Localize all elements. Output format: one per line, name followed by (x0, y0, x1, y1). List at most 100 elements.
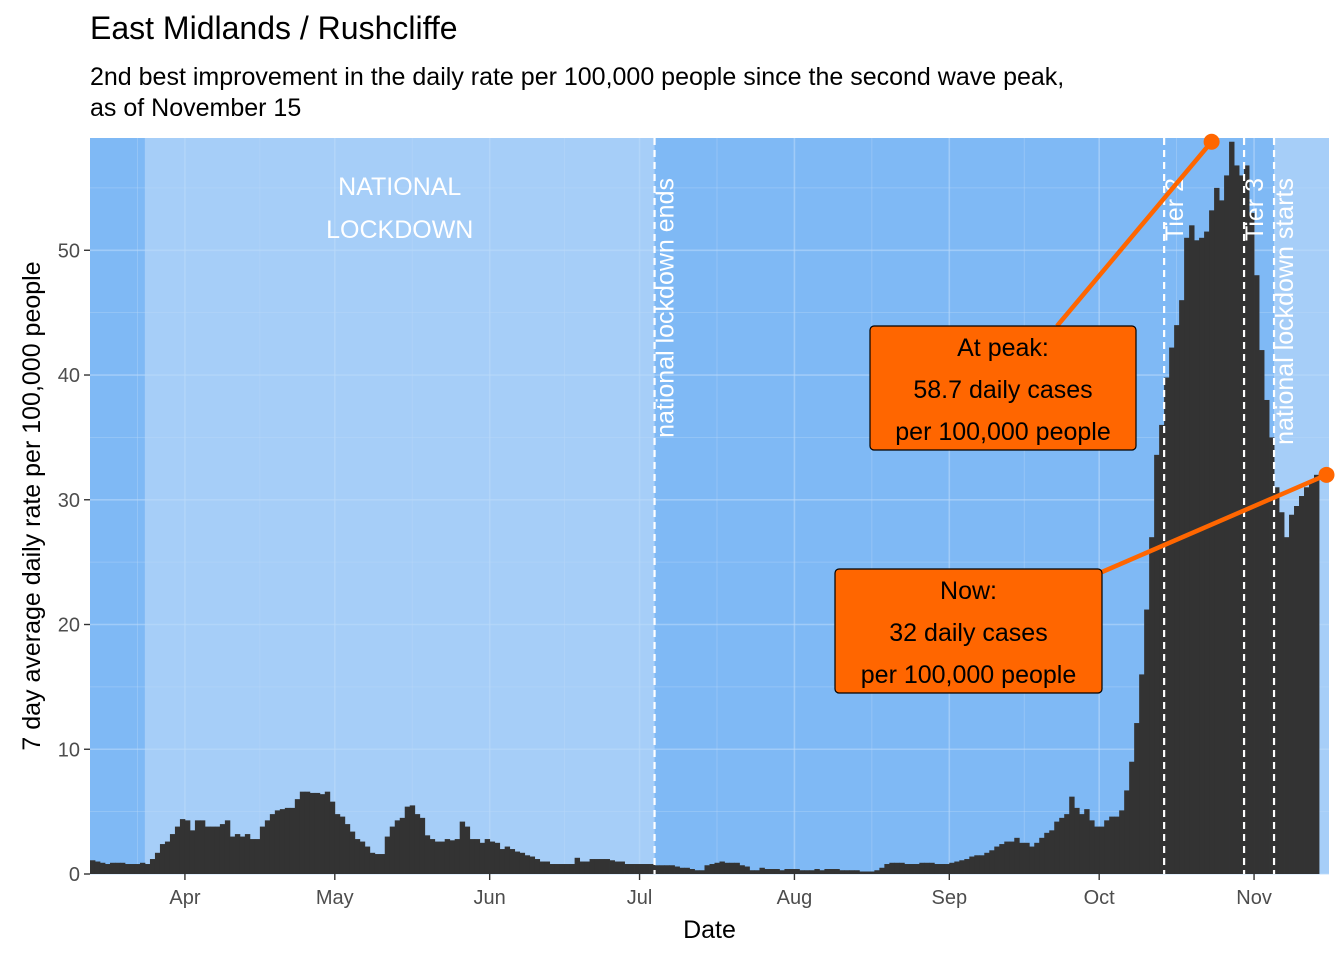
bar (184, 820, 191, 874)
y-tick-label: 20 (58, 615, 80, 637)
event-lines: national lockdown ends Tier 2 Tier 3 nation… (652, 138, 1299, 874)
period-label: NATIONAL (338, 173, 461, 201)
annotation-text: 32 daily cases (889, 619, 1047, 647)
bar (199, 820, 206, 874)
bar (1284, 537, 1290, 874)
bar (194, 820, 201, 874)
bar (949, 862, 955, 874)
bar (1294, 506, 1300, 874)
annotation-point (1318, 466, 1335, 483)
bar (124, 864, 131, 874)
bar (999, 844, 1005, 874)
bar (554, 864, 561, 874)
bar (364, 846, 371, 874)
bar (1139, 674, 1145, 874)
bar (1089, 820, 1095, 874)
bar (459, 821, 466, 874)
bar (639, 864, 645, 874)
bars (90, 141, 1320, 875)
bar (1209, 210, 1215, 874)
bar (1304, 487, 1310, 874)
bar (824, 869, 830, 874)
bar (514, 851, 521, 874)
bar (354, 839, 361, 874)
bar (519, 852, 526, 874)
bar (419, 817, 426, 874)
bar (804, 870, 810, 874)
bar (1144, 609, 1150, 874)
bar (1204, 231, 1210, 874)
bar (344, 824, 351, 874)
bar (339, 816, 346, 874)
bar (794, 869, 800, 874)
bar (614, 861, 620, 874)
x-tick-label: Aug (777, 887, 813, 909)
bar (1114, 816, 1120, 874)
bar (814, 869, 820, 874)
bar (1009, 841, 1015, 874)
bar (1014, 837, 1020, 874)
bar (829, 869, 835, 874)
bar (189, 830, 196, 874)
bar (1129, 761, 1135, 874)
bar (654, 865, 660, 874)
bar (119, 862, 126, 874)
event-line-label: national lockdown ends (652, 178, 680, 438)
bar (974, 855, 980, 874)
bar (90, 860, 96, 874)
bar (919, 862, 925, 874)
bar (479, 842, 486, 874)
bar (349, 831, 356, 874)
bar (839, 870, 845, 874)
bar (454, 839, 461, 874)
bar (414, 814, 421, 874)
bar (1054, 821, 1060, 874)
bar (789, 869, 795, 874)
bar (1164, 377, 1170, 874)
bar (689, 869, 695, 874)
bar (844, 870, 850, 874)
bar (724, 862, 730, 874)
bar (1039, 837, 1045, 874)
bar (744, 866, 750, 874)
annotation-text: Now: (940, 577, 997, 605)
annotation-text: At peak: (957, 334, 1049, 362)
bar (944, 864, 950, 874)
bar (959, 860, 965, 874)
event-line-label: Tier 3 (1241, 178, 1269, 241)
bar (474, 839, 481, 874)
bar (424, 835, 431, 874)
bar (1019, 842, 1025, 874)
bar (1249, 212, 1255, 874)
bar (774, 869, 780, 874)
bar (379, 854, 386, 874)
bar (524, 855, 531, 874)
bar (544, 861, 551, 874)
chart-title: East Midlands / Rushcliffe (90, 10, 458, 46)
bar (889, 862, 895, 874)
bar (1179, 300, 1185, 874)
bar (1104, 820, 1110, 874)
bar (149, 859, 156, 874)
bar (129, 864, 136, 874)
bar (469, 839, 476, 874)
bar (714, 862, 720, 874)
bar (1279, 512, 1285, 874)
bar (1149, 537, 1155, 874)
subtitle-line-1: 2nd best improvement in the daily rate p… (90, 63, 1065, 91)
bar (489, 841, 496, 874)
bar (659, 865, 665, 874)
bar (1269, 437, 1275, 874)
bar (274, 810, 281, 874)
bar (589, 859, 595, 874)
bar (669, 865, 675, 874)
bar (884, 864, 890, 874)
bar (624, 864, 630, 874)
bar (754, 870, 760, 874)
bar (679, 867, 685, 874)
bar (1229, 141, 1235, 874)
bar (429, 839, 436, 874)
bar (104, 864, 111, 874)
bar (739, 865, 745, 874)
bar (634, 864, 640, 874)
